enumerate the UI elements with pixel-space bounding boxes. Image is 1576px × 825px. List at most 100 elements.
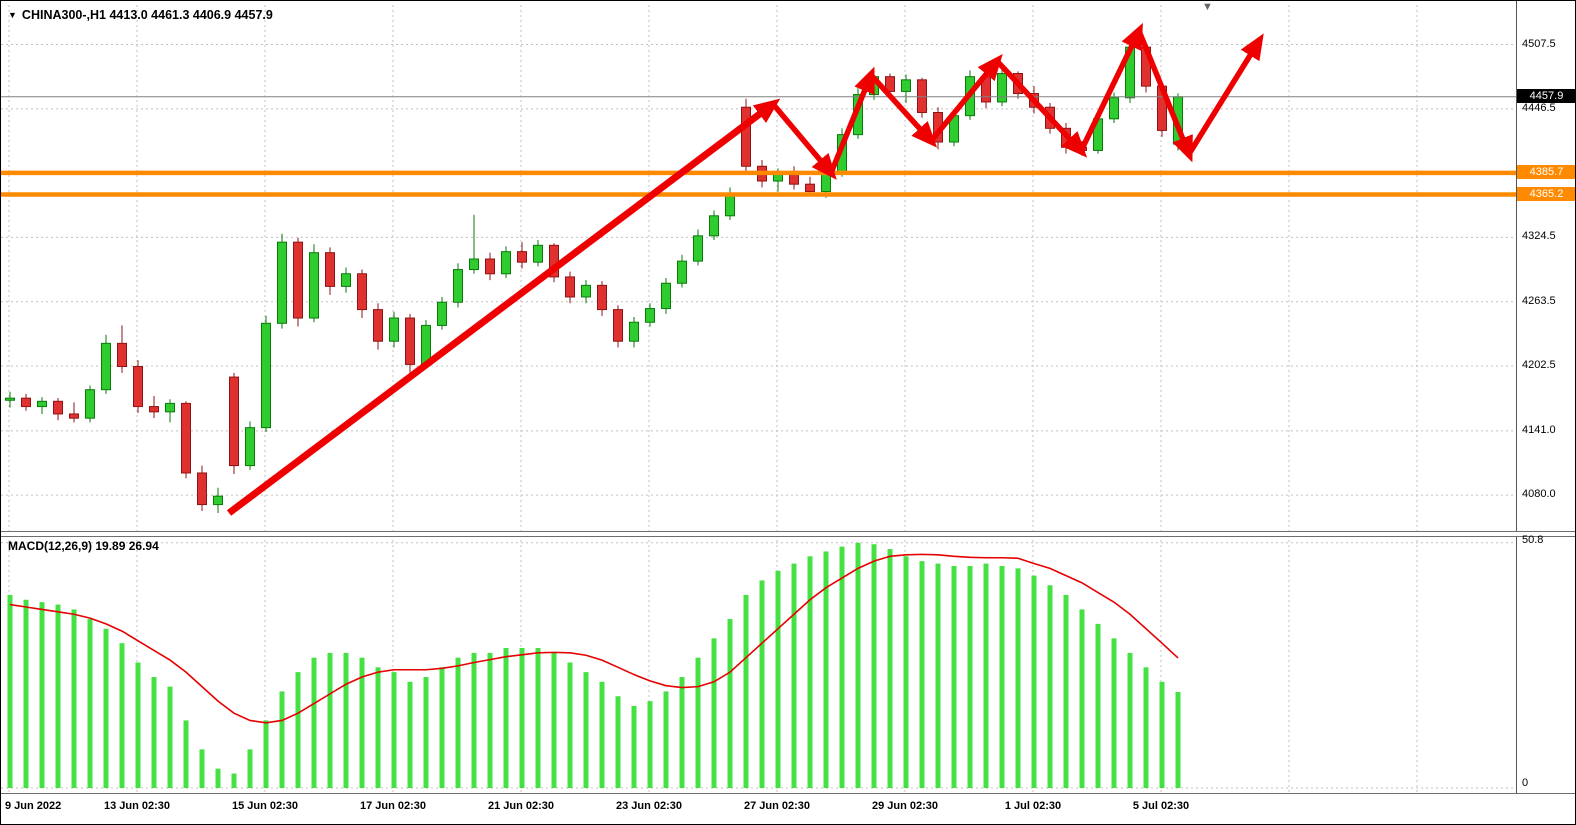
candle-body [821, 172, 831, 193]
candle-body [309, 252, 319, 319]
macd-histogram-bar [903, 556, 909, 788]
macd-histogram-bar [71, 609, 77, 788]
macd-histogram-bar [327, 652, 333, 788]
macd-histogram-bar [135, 662, 141, 788]
candle-body [37, 400, 47, 408]
macd-histogram-bar [1127, 652, 1133, 788]
time-axis-label: 17 Jun 02:30 [359, 800, 427, 812]
macd-histogram-bar [311, 657, 317, 788]
macd-histogram-bar [1079, 609, 1085, 788]
macd-histogram-bar [775, 570, 781, 788]
symbol-dropdown-icon[interactable]: ▼ [8, 10, 17, 20]
macd-histogram-bar [615, 696, 621, 788]
trend-arrow[interactable] [1136, 29, 1193, 163]
candle-body [517, 251, 527, 263]
macd-histogram-bar [727, 619, 733, 788]
candle-body [21, 397, 31, 408]
candle-body [389, 317, 399, 342]
macd-histogram-bar [503, 648, 509, 788]
macd-histogram-bar [55, 604, 61, 788]
macd-scale-min: 0 [1522, 777, 1529, 789]
candle-body [101, 342, 111, 391]
macd-histogram-bar [519, 648, 525, 788]
time-axis-label: 27 Jun 02:30 [743, 800, 811, 812]
macd-histogram-bar [871, 544, 877, 788]
trend-arrow[interactable] [868, 73, 938, 148]
candle-body [709, 215, 719, 237]
price-axis-label: 4324.5 [1522, 230, 1556, 243]
macd-histogram-bar [231, 773, 237, 788]
macd-histogram-bar [535, 648, 541, 788]
current-price-label: 4457.9 [1517, 88, 1575, 103]
candle-body [197, 472, 207, 506]
candle-body [917, 79, 927, 114]
trend-arrow[interactable] [770, 102, 837, 180]
macd-histogram-bar [823, 551, 829, 788]
macd-histogram-bar [439, 667, 445, 788]
macd-histogram-bar [247, 749, 253, 788]
candle-body [533, 244, 543, 263]
macd-histogram-bar [263, 720, 269, 788]
macd-histogram-bar [695, 657, 701, 788]
trend-arrow[interactable] [828, 66, 875, 175]
macd-histogram-bar [663, 691, 669, 788]
macd-histogram-bar [887, 549, 893, 788]
macd-histogram-bar [599, 681, 605, 788]
candle-body [741, 106, 751, 167]
trend-arrow[interactable] [928, 54, 1003, 143]
macd-histogram-bar [567, 662, 573, 788]
macd-histogram-bar [375, 667, 381, 788]
time-axis: 9 Jun 2022 13 Jun 02:30 15 Jun 02:30 17 Jun… [1, 793, 1575, 824]
macd-signal-line [9, 553, 1179, 724]
macd-histogram-bar [407, 681, 413, 788]
macd-histogram-bar [999, 565, 1005, 788]
time-axis-label: 13 Jun 02:30 [103, 800, 171, 812]
trend-arrow[interactable] [226, 98, 781, 516]
macd-histogram-bar [1111, 638, 1117, 788]
chart-shift-marker[interactable]: ▼ [1202, 1, 1213, 13]
candle-body [597, 284, 607, 311]
trend-arrow[interactable] [994, 59, 1088, 158]
candle-body [85, 389, 95, 419]
candle-body [501, 251, 511, 275]
candle-body [645, 308, 655, 323]
candle-body [1109, 97, 1119, 120]
macd-histogram-bar [631, 705, 637, 788]
macd-histogram-bar [951, 565, 957, 788]
time-axis-label: 15 Jun 02:30 [231, 800, 299, 812]
macd-histogram-bar [295, 672, 301, 788]
macd-histogram-bar [487, 652, 493, 788]
macd-histogram-bar [1143, 667, 1149, 788]
macd-histogram-bar [39, 602, 45, 788]
chart-symbol-title: CHINA300-,H1 [21, 8, 106, 22]
price-axis-label: 4263.5 [1522, 294, 1556, 307]
macd-indicator-label: MACD(12,26,9) 19.89 26.94 [8, 539, 159, 553]
candle-body [885, 76, 895, 92]
candle-body [725, 193, 735, 217]
candle-body [213, 495, 223, 506]
candle-body [293, 241, 303, 319]
time-axis-label: 1 Jul 02:30 [1004, 800, 1062, 812]
time-axis-label: 5 Jul 02:30 [1132, 800, 1190, 812]
macd-histogram-bar [391, 672, 397, 788]
candle-body [373, 309, 383, 342]
trend-arrow[interactable] [1078, 22, 1143, 153]
macd-histogram-bar [215, 768, 221, 788]
macd-histogram-bar [647, 701, 653, 788]
candle-body [581, 284, 591, 298]
macd-histogram-bar [983, 563, 989, 788]
candle-body [325, 252, 335, 287]
macd-histogram-bar [551, 652, 557, 788]
panel-divider[interactable] [1, 531, 1575, 537]
candle-body [437, 301, 447, 326]
macd-histogram-bar [1031, 575, 1037, 788]
macd-histogram-bar [711, 638, 717, 788]
macd-histogram-bar [1095, 623, 1101, 788]
candle-body [901, 79, 911, 92]
macd-histogram-bar [1159, 681, 1165, 788]
price-axis-label: 4202.5 [1522, 358, 1556, 371]
candle-body [469, 258, 479, 271]
candle-body [677, 260, 687, 284]
trend-arrow[interactable] [1186, 33, 1264, 156]
